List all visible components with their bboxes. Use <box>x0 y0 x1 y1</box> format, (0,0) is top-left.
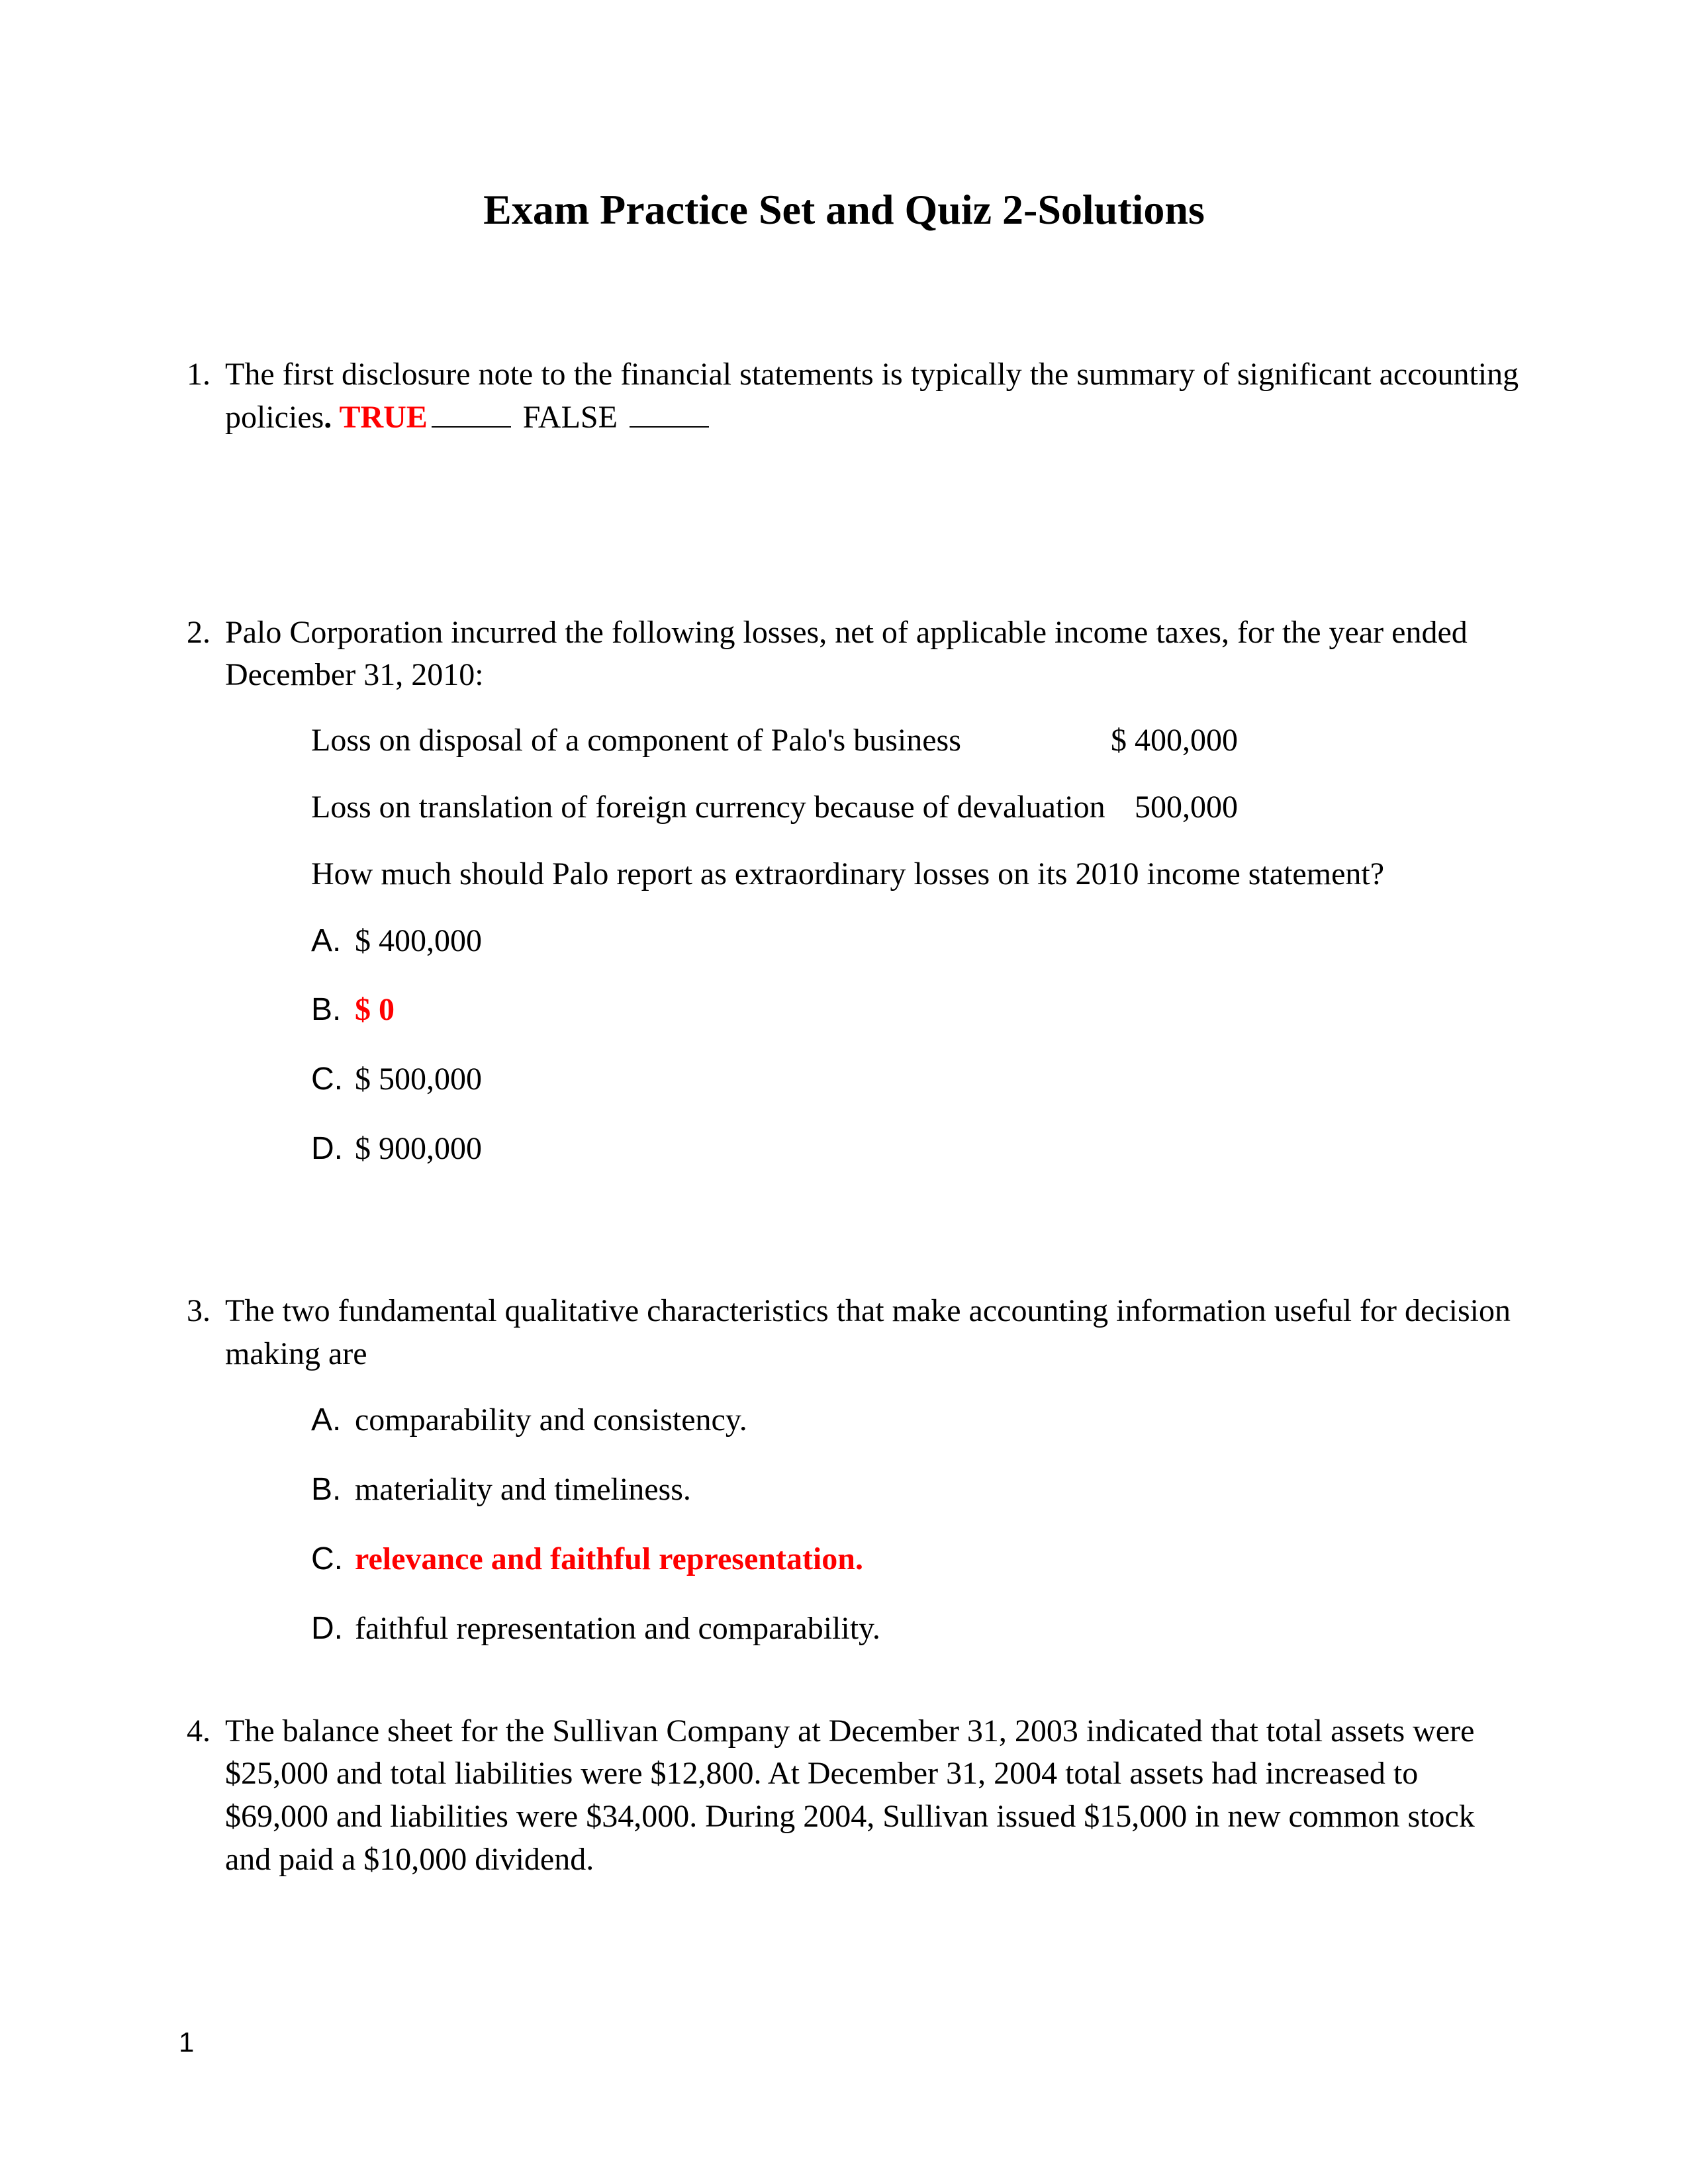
question-text: The two fundamental qualitative characte… <box>225 1293 1511 1371</box>
question-body: The first disclosure note to the financi… <box>225 353 1523 439</box>
row-label: Loss on translation of foreign currency … <box>311 786 1105 829</box>
option-b: B. materiality and timeliness. <box>311 1469 1523 1512</box>
question-row: 3. The two fundamental qualitative chara… <box>165 1290 1523 1677</box>
question-number: 2. <box>165 612 225 655</box>
option-letter: B. <box>311 1469 355 1512</box>
question-text: Palo Corporation incurred the following … <box>225 615 1468 693</box>
option-text: $ 400,000 <box>355 920 1523 963</box>
options-list: A. comparability and consistency. B. mat… <box>311 1399 1523 1650</box>
option-c: C. $ 500,000 <box>311 1058 1523 1101</box>
question-row: 1. The first disclosure note to the fina… <box>165 353 1523 439</box>
option-text: $ 500,000 <box>355 1058 1523 1101</box>
data-row-1: Loss on disposal of a component of Palo'… <box>311 719 1238 762</box>
option-d: D. $ 900,000 <box>311 1128 1523 1171</box>
question-4: 4. The balance sheet for the Sullivan Co… <box>165 1710 1523 1882</box>
option-a: A. comparability and consistency. <box>311 1399 1523 1442</box>
question-1: 1. The first disclosure note to the fina… <box>165 353 1523 439</box>
question-number: 3. <box>165 1290 225 1333</box>
option-text: $ 900,000 <box>355 1128 1523 1171</box>
question-body: Palo Corporation incurred the following … <box>225 612 1523 1197</box>
options-list: A. $ 400,000 B. $ 0 C. $ 500,000 D. <box>311 920 1523 1171</box>
page-title: Exam Practice Set and Quiz 2-Solutions <box>165 185 1523 234</box>
option-text: faithful representation and comparabilit… <box>355 1608 1523 1651</box>
option-letter: C. <box>311 1538 355 1581</box>
question-number: 1. <box>165 353 225 396</box>
data-row-2: Loss on translation of foreign currency … <box>311 786 1238 829</box>
answer-true: TRUE <box>339 400 427 435</box>
question-number: 4. <box>165 1710 225 1753</box>
option-a: A. $ 400,000 <box>311 920 1523 963</box>
option-letter: D. <box>311 1608 355 1651</box>
document-page: Exam Practice Set and Quiz 2-Solutions 1… <box>0 0 1688 1882</box>
page-number: 1 <box>179 2026 194 2058</box>
false-blank <box>630 426 709 428</box>
question-list: 1. The first disclosure note to the fina… <box>165 353 1523 1882</box>
option-letter: B. <box>311 989 355 1032</box>
option-letter: D. <box>311 1128 355 1171</box>
loss-data: Loss on disposal of a component of Palo'… <box>311 719 1523 829</box>
row-value: $ 400,000 <box>1111 719 1238 762</box>
bold-period: . <box>324 400 339 435</box>
true-blank <box>432 426 511 428</box>
false-label: FALSE <box>523 400 618 435</box>
option-d: D. faithful representation and comparabi… <box>311 1608 1523 1651</box>
question-row: 4. The balance sheet for the Sullivan Co… <box>165 1710 1523 1882</box>
followup-question: How much should Palo report as extraordi… <box>311 853 1523 896</box>
question-body: The two fundamental qualitative characte… <box>225 1290 1523 1677</box>
row-label: Loss on disposal of a component of Palo'… <box>311 719 961 762</box>
option-text: comparability and consistency. <box>355 1399 1523 1442</box>
row-value: 500,000 <box>1135 786 1238 829</box>
option-text-correct: relevance and faithful representation. <box>355 1538 1523 1581</box>
option-letter: C. <box>311 1058 355 1101</box>
option-letter: A. <box>311 1399 355 1442</box>
option-b: B. $ 0 <box>311 989 1523 1032</box>
question-3: 3. The two fundamental qualitative chara… <box>165 1290 1523 1677</box>
question-body: The balance sheet for the Sullivan Compa… <box>225 1710 1523 1882</box>
option-text: materiality and timeliness. <box>355 1469 1523 1512</box>
question-row: 2. Palo Corporation incurred the followi… <box>165 612 1523 1197</box>
question-text: The balance sheet for the Sullivan Compa… <box>225 1713 1475 1877</box>
option-c: C. relevance and faithful representation… <box>311 1538 1523 1581</box>
option-letter: A. <box>311 920 355 963</box>
question-2: 2. Palo Corporation incurred the followi… <box>165 612 1523 1197</box>
option-text-correct: $ 0 <box>355 989 1523 1032</box>
